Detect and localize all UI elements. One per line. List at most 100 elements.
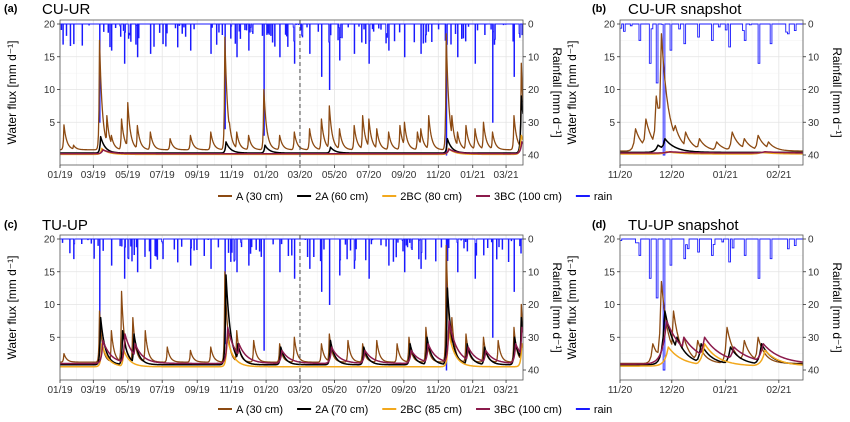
- plot-area: [620, 23, 803, 156]
- series-2a: [620, 310, 803, 366]
- y-tick-label-right: 10: [808, 52, 820, 63]
- series-2a: [620, 137, 803, 154]
- legend-label: 2A (60 cm): [315, 191, 368, 203]
- x-tick-label: 02/21: [766, 385, 791, 396]
- x-tick-label: 05/19: [115, 385, 140, 396]
- series-a: [60, 244, 523, 363]
- x-tick-label: 01/21: [713, 385, 738, 396]
- chart-d: (d) TU-UP snapshot 11/20 12/20 01/21 02/21 5 10…: [565, 217, 844, 396]
- y-axis-label-right: Rainfall [mm d⁻¹]: [550, 47, 564, 137]
- x-tick-label: 01/21: [460, 385, 485, 396]
- y-tick-label-left: 5: [49, 333, 55, 344]
- plot-area: [60, 238, 523, 371]
- panel-tag: (d): [592, 219, 606, 231]
- y-tick-label-right: 0: [808, 20, 814, 31]
- panel-tag: (b): [592, 3, 606, 15]
- y-tick-label-left: 10: [44, 300, 56, 311]
- y-axis-label-left: Water flux [mm d⁻¹]: [565, 41, 579, 145]
- y-tick-label-right: 30: [808, 333, 820, 344]
- x-tick-label: 12/20: [659, 385, 684, 396]
- y-tick-label-right: 10: [528, 52, 540, 63]
- y-tick-label-right: 0: [528, 20, 534, 31]
- x-tick-label: 02/21: [766, 170, 791, 181]
- x-tick-label: 09/20: [391, 385, 416, 396]
- plot-frame: [619, 19, 804, 166]
- y-axis-label-left: Water flux [mm d⁻¹]: [5, 41, 19, 145]
- x-tick-label: 05/19: [115, 170, 140, 181]
- legend-label: rain: [594, 404, 612, 416]
- series-3bc: [620, 150, 803, 154]
- legend-label: 2BC (80 cm): [400, 191, 462, 203]
- y-tick-label-right: 20: [808, 85, 820, 96]
- y-tick-label-left: 5: [49, 118, 55, 129]
- plot-frame: [619, 234, 804, 381]
- y-tick-label-left: 20: [604, 235, 616, 246]
- legend-label: 2BC (85 cm): [400, 404, 462, 416]
- x-tick-label: 12/20: [659, 170, 684, 181]
- y-axis-label-left: Water flux [mm d⁻¹]: [5, 256, 19, 360]
- panel-title: CU-UR snapshot: [628, 1, 742, 18]
- y-tick-label-left: 20: [44, 235, 56, 246]
- panel-title: TU-UP: [42, 217, 88, 234]
- y-tick-label-left: 5: [609, 333, 615, 344]
- series-2bc: [620, 343, 803, 367]
- x-tick-label: 07/19: [150, 385, 175, 396]
- legend-item: rain: [575, 404, 612, 416]
- y-tick-label-left: 15: [44, 267, 56, 278]
- x-tick-label: 09/19: [185, 385, 210, 396]
- x-tick-label: 11/19: [220, 170, 245, 181]
- plot-area: [620, 238, 803, 371]
- series-rain: [60, 23, 523, 156]
- legend-item: A (30 cm): [218, 191, 283, 203]
- y-tick-label-right: 10: [528, 267, 540, 278]
- series-a: [60, 33, 523, 151]
- x-tick-label: 05/20: [322, 385, 347, 396]
- y-tick-label-right: 20: [528, 300, 540, 311]
- y-tick-label-right: 30: [808, 118, 820, 129]
- legend-item: 3BC (100 cm): [476, 191, 562, 203]
- legend-item: A (30 cm): [218, 404, 283, 416]
- x-tick-label: 11/20: [426, 385, 451, 396]
- x-tick-label: 11/19: [220, 385, 245, 396]
- y-tick-label-left: 15: [44, 52, 56, 63]
- panel-tag: (a): [4, 3, 18, 15]
- y-tick-label-left: 15: [604, 267, 616, 278]
- y-tick-label-right: 20: [528, 85, 540, 96]
- x-tick-label: 01/19: [47, 170, 72, 181]
- plot-frame: [59, 234, 524, 381]
- y-axis-label-right: Rainfall [mm d⁻¹]: [830, 262, 844, 352]
- y-tick-label-right: 30: [528, 333, 540, 344]
- legend-item: 2A (70 cm): [297, 404, 368, 416]
- x-tick-label: 11/20: [608, 385, 633, 396]
- series-a: [620, 33, 803, 152]
- x-tick-label: 03/19: [81, 385, 106, 396]
- x-tick-label: 07/20: [356, 170, 381, 181]
- series-3bc: [620, 320, 803, 365]
- y-tick-label-left: 20: [604, 20, 616, 31]
- legend-label: rain: [594, 191, 612, 203]
- series-a: [620, 280, 803, 365]
- x-tick-label: 09/19: [185, 170, 210, 181]
- y-tick-label-left: 20: [44, 20, 56, 31]
- x-tick-label: 03/20: [287, 385, 312, 396]
- legend-label: 3BC (100 cm): [494, 404, 562, 416]
- series-3bc: [60, 141, 523, 155]
- y-tick-label-right: 0: [808, 235, 814, 246]
- panel-tag: (c): [4, 219, 18, 231]
- series-2bc: [60, 329, 523, 368]
- x-tick-label: 01/21: [460, 170, 485, 181]
- x-tick-label: 11/20: [426, 170, 451, 181]
- legend-label: 3BC (100 cm): [494, 191, 562, 203]
- y-tick-label-right: 0: [528, 235, 534, 246]
- y-axis-label-left: Water flux [mm d⁻¹]: [565, 256, 579, 360]
- series-rain: [60, 238, 523, 371]
- legend-item: 2BC (80 cm): [382, 191, 462, 203]
- grid: [59, 20, 523, 165]
- y-tick-label-left: 10: [44, 85, 56, 96]
- panel-title: TU-UP snapshot: [628, 217, 739, 234]
- x-tick-label: 03/21: [494, 170, 519, 181]
